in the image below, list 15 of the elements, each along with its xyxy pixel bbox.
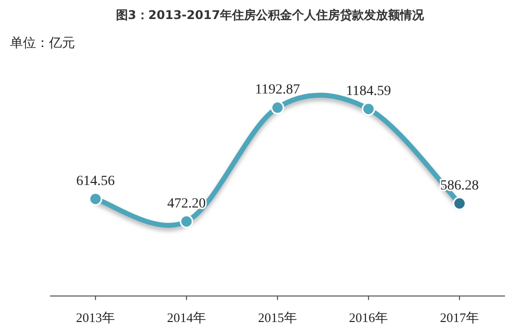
x-tick-label: 2017年 xyxy=(440,310,479,325)
y-axis-title: 单位：亿元 xyxy=(10,36,75,51)
x-tick-label: 2014年 xyxy=(167,310,206,325)
point xyxy=(180,214,194,228)
chart-title: 图3：2013-2017年住房公积金个人住房贷款发放额情况 xyxy=(116,8,426,22)
point xyxy=(362,102,376,116)
point xyxy=(452,196,466,210)
point xyxy=(88,192,102,206)
x-tick-label: 2016年 xyxy=(349,310,388,325)
data-label: 1192.87 xyxy=(255,82,300,98)
point xyxy=(270,100,284,114)
x-tick-label: 2013年 xyxy=(76,310,115,325)
data-label: 614.56 xyxy=(76,174,115,189)
data-label: 1184.59 xyxy=(346,84,391,99)
x-tick-label: 2015年 xyxy=(258,310,297,325)
